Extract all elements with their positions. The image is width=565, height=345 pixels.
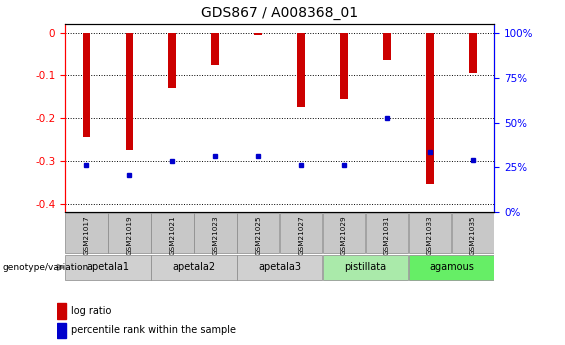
Bar: [211, 33, 219, 65]
FancyBboxPatch shape: [108, 213, 151, 253]
Bar: [297, 33, 305, 108]
Title: GDS867 / A008368_01: GDS867 / A008368_01: [201, 6, 358, 20]
Bar: [340, 33, 348, 99]
FancyBboxPatch shape: [151, 213, 194, 253]
Text: GSM21025: GSM21025: [255, 216, 261, 255]
FancyBboxPatch shape: [408, 213, 451, 253]
Bar: [125, 33, 133, 150]
Text: GSM21017: GSM21017: [84, 216, 89, 255]
Text: agamous: agamous: [429, 263, 474, 272]
FancyBboxPatch shape: [65, 255, 151, 280]
FancyBboxPatch shape: [451, 213, 494, 253]
FancyBboxPatch shape: [65, 213, 108, 253]
Text: GSM21031: GSM21031: [384, 216, 390, 255]
Bar: [254, 33, 262, 35]
Text: GSM21027: GSM21027: [298, 216, 304, 255]
FancyBboxPatch shape: [408, 255, 494, 280]
Bar: [168, 33, 176, 88]
FancyBboxPatch shape: [366, 213, 408, 253]
FancyBboxPatch shape: [194, 213, 237, 253]
FancyBboxPatch shape: [237, 255, 323, 280]
FancyBboxPatch shape: [280, 213, 323, 253]
Text: apetala2: apetala2: [172, 263, 215, 272]
Text: GSM21019: GSM21019: [127, 216, 132, 255]
Bar: [426, 33, 434, 184]
FancyBboxPatch shape: [151, 255, 237, 280]
FancyBboxPatch shape: [323, 255, 408, 280]
Text: apetala3: apetala3: [258, 263, 301, 272]
Text: GSM21035: GSM21035: [470, 216, 476, 255]
Text: log ratio: log ratio: [71, 306, 111, 316]
Bar: [56, 323, 67, 338]
Bar: [383, 33, 391, 60]
Bar: [469, 33, 477, 73]
Text: GSM21023: GSM21023: [212, 216, 218, 255]
FancyBboxPatch shape: [323, 213, 366, 253]
Text: GSM21029: GSM21029: [341, 216, 347, 255]
Bar: [82, 33, 90, 137]
Text: percentile rank within the sample: percentile rank within the sample: [71, 325, 236, 335]
Text: pistillata: pistillata: [345, 263, 386, 272]
Bar: [56, 303, 67, 319]
FancyBboxPatch shape: [237, 213, 280, 253]
Text: genotype/variation: genotype/variation: [3, 263, 89, 272]
Text: GSM21033: GSM21033: [427, 216, 433, 255]
Text: apetala1: apetala1: [86, 263, 129, 272]
Text: GSM21021: GSM21021: [170, 216, 175, 255]
